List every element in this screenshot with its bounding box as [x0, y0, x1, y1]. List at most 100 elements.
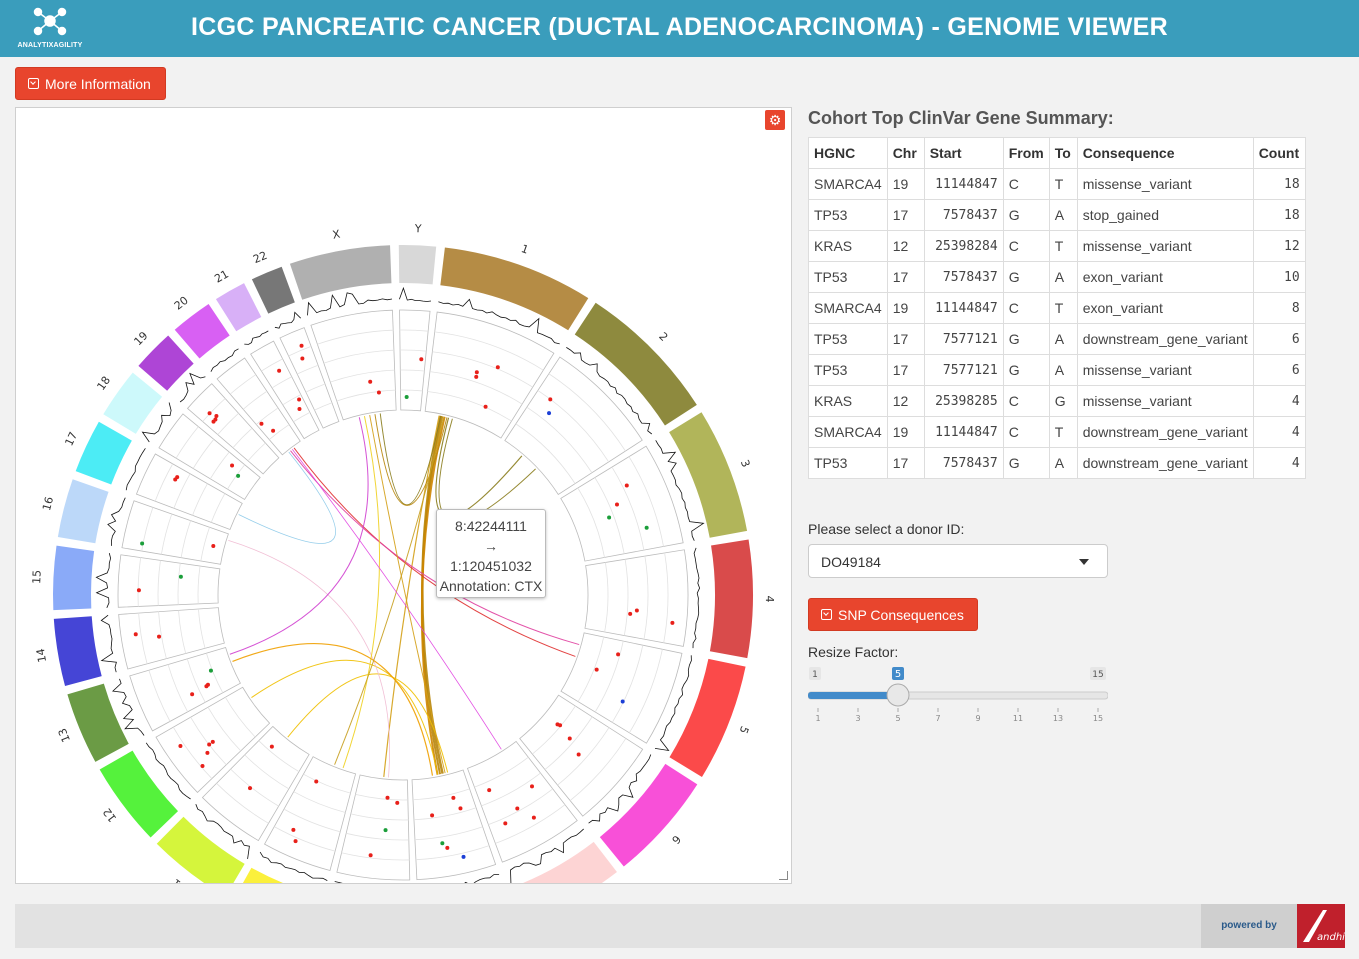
track-gridline	[173, 473, 191, 509]
copy-number-line	[95, 553, 112, 608]
circos-plot[interactable]: 12345678910111213141516171819202122XY	[16, 108, 791, 883]
snp-point	[205, 750, 210, 755]
chromosome-14[interactable]	[53, 616, 102, 686]
cell-from: C	[1002, 168, 1050, 200]
copy-number-line	[179, 372, 206, 403]
cell-from: C	[1002, 416, 1050, 448]
copy-number-line	[125, 448, 146, 491]
chromosome-3[interactable]	[669, 412, 748, 538]
cell-consequence: missense_variant	[1076, 230, 1254, 262]
snp-point	[314, 779, 319, 784]
chromosome-18[interactable]	[103, 372, 163, 434]
track-gridline	[230, 768, 279, 807]
column-header-hgnc[interactable]: HGNC	[808, 137, 888, 169]
gear-icon[interactable]: ⚙	[765, 110, 785, 130]
track-gridline	[413, 807, 477, 821]
snp-point	[529, 784, 534, 789]
chromosome-19[interactable]	[138, 335, 194, 391]
translocation-link	[287, 673, 449, 773]
chromosome-1[interactable]	[440, 247, 589, 331]
snp-point	[558, 723, 563, 728]
chromosome-20[interactable]	[174, 303, 230, 359]
chromosome-label: 13	[56, 726, 73, 744]
chromosome-6[interactable]	[599, 763, 698, 867]
track-gridline	[495, 804, 566, 844]
column-header-from[interactable]: From	[1002, 137, 1050, 169]
column-header-start[interactable]: Start	[923, 137, 1004, 169]
donor-select-value: DO49184	[821, 554, 881, 570]
snp-track-background	[118, 607, 225, 670]
cell-start: 11144847	[923, 416, 1004, 448]
chromosome-5[interactable]	[669, 658, 746, 777]
track-gridline	[198, 608, 206, 649]
snp-point	[297, 397, 302, 402]
track-gridline	[167, 664, 189, 713]
cell-from: G	[1002, 447, 1050, 479]
track-gridline	[346, 832, 409, 841]
snp-consequences-button[interactable]: SNP Consequences	[808, 598, 978, 631]
cell-chr: 19	[886, 416, 925, 448]
chromosome-10[interactable]	[233, 867, 323, 883]
chromosome-12[interactable]	[99, 750, 179, 838]
track-gridline	[532, 705, 576, 755]
column-header-consequence[interactable]: Consequence	[1076, 137, 1254, 169]
track-gridline	[283, 808, 341, 833]
slider-min-label: 1	[812, 670, 818, 680]
translocation-link	[229, 417, 369, 655]
snp-point	[175, 475, 180, 480]
chromosome-17[interactable]	[75, 421, 132, 485]
track-gridline	[628, 456, 664, 547]
track-gridline	[261, 358, 283, 372]
track-gridline	[202, 398, 226, 422]
tooltip-arrow: →	[484, 538, 498, 554]
resize-handle[interactable]	[779, 871, 788, 880]
column-header-to[interactable]: To	[1048, 137, 1078, 169]
cell-count: 4	[1252, 385, 1306, 417]
column-header-chr[interactable]: Chr	[886, 137, 925, 169]
chromosome-22[interactable]	[251, 266, 295, 314]
cell-consequence: stop_gained	[1076, 199, 1254, 231]
snp-point	[458, 806, 463, 811]
track-gridline	[663, 552, 669, 643]
chromosome-15[interactable]	[52, 545, 95, 611]
chromosome-Y[interactable]	[398, 245, 437, 285]
copy-number-line	[107, 497, 126, 546]
track-gridline	[474, 756, 529, 788]
chromosome-11[interactable]	[156, 816, 245, 883]
chromosome-4[interactable]	[709, 539, 753, 659]
column-header-count[interactable]: Count	[1252, 137, 1306, 169]
snp-point	[271, 428, 276, 433]
translocation-link	[334, 416, 445, 765]
more-information-button[interactable]: More Information	[15, 67, 166, 100]
slider-max-label: 15	[1092, 670, 1103, 680]
chromosome-21[interactable]	[215, 283, 262, 332]
snp-point	[461, 854, 466, 859]
chromosome-X[interactable]	[289, 245, 392, 300]
donor-select[interactable]: DO49184	[808, 544, 1108, 578]
track-gridline	[611, 466, 645, 551]
cell-start: 25398285	[923, 385, 1004, 417]
translocation-link	[232, 642, 434, 776]
slider-value-badge	[892, 667, 904, 680]
chromosome-13[interactable]	[67, 683, 129, 762]
chromosome-7[interactable]	[512, 841, 617, 883]
cell-consequence: downstream_gene_variant	[1076, 416, 1254, 448]
circos-plot-panel[interactable]: ⚙ 12345678910111213141516171819202122XY	[15, 107, 792, 884]
track-gridline	[611, 645, 644, 723]
slider-handle[interactable]	[886, 683, 910, 707]
cell-count: 4	[1252, 447, 1306, 479]
copy-number-line	[692, 547, 701, 649]
chromosome-label: 1	[519, 242, 530, 257]
chromosome-2[interactable]	[574, 302, 697, 426]
track-gridline	[515, 423, 576, 484]
snp-track-background	[424, 311, 555, 439]
snp-point	[531, 815, 536, 820]
chromosome-16[interactable]	[57, 479, 109, 544]
snp-point	[430, 813, 435, 818]
chevron-down-square-icon	[821, 609, 832, 620]
